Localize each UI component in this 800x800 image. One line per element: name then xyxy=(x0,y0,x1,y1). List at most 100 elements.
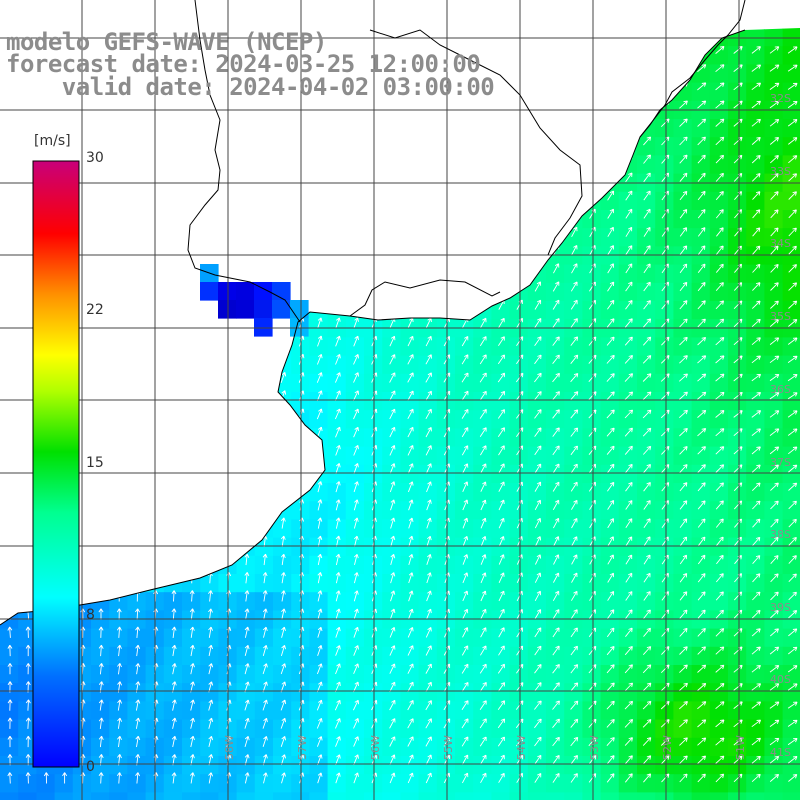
wind-arrow xyxy=(171,663,177,675)
wind-arrow xyxy=(607,263,614,274)
latitude-label: 36S xyxy=(770,383,791,396)
wind-cell xyxy=(0,701,19,721)
wind-arrow xyxy=(479,336,487,347)
wind-arrow xyxy=(317,572,323,584)
wind-cell xyxy=(18,610,37,630)
wind-arrow xyxy=(697,591,706,601)
wind-cell xyxy=(455,683,474,702)
wind-cell xyxy=(728,646,747,666)
wind-arrow xyxy=(624,427,633,437)
wind-cell xyxy=(782,46,800,65)
wind-cell xyxy=(728,119,747,138)
wind-cell xyxy=(564,246,583,266)
wind-arrow xyxy=(534,336,542,346)
wind-cell xyxy=(345,537,365,557)
wind-cell xyxy=(582,701,602,721)
wind-arrow xyxy=(425,754,432,765)
wind-arrow xyxy=(25,735,31,748)
wind-cell xyxy=(764,392,784,411)
wind-cell xyxy=(18,665,37,684)
wind-cell xyxy=(273,646,292,666)
wind-arrow xyxy=(389,481,396,493)
wind-arrow xyxy=(389,718,396,729)
wind-cell xyxy=(637,555,656,575)
wind-cell xyxy=(364,555,383,575)
wind-cell xyxy=(382,483,401,502)
wind-arrow xyxy=(769,737,780,746)
wind-arrow xyxy=(787,701,798,709)
wind-arrow xyxy=(498,590,505,602)
wind-arrow xyxy=(606,755,615,765)
wind-arrow xyxy=(353,499,359,511)
wind-cell xyxy=(200,683,219,702)
wind-cell xyxy=(746,46,765,65)
wind-cell xyxy=(400,410,420,429)
wind-cell xyxy=(345,355,365,375)
wind-arrow xyxy=(715,609,724,619)
wind-cell xyxy=(400,737,420,757)
wind-cell xyxy=(764,501,784,520)
wind-arrow xyxy=(606,318,615,328)
wind-cell xyxy=(400,537,420,557)
wind-cell xyxy=(564,464,583,484)
wind-cell xyxy=(273,737,292,757)
wind-arrow xyxy=(697,446,706,455)
wind-cell xyxy=(509,610,529,630)
wind-arrow xyxy=(570,299,578,310)
wind-cell xyxy=(618,519,638,539)
wind-cell xyxy=(673,501,693,520)
wind-arrow xyxy=(262,681,268,693)
wind-cell xyxy=(709,246,729,266)
wind-cell xyxy=(491,592,511,611)
wind-cell xyxy=(728,610,747,630)
wind-cell xyxy=(655,792,674,800)
wind-cell xyxy=(655,264,674,284)
wind-arrow xyxy=(317,317,323,329)
wind-arrow xyxy=(715,628,725,637)
wind-cell xyxy=(782,64,800,84)
wind-cell xyxy=(473,464,492,484)
wind-arrow xyxy=(262,663,268,675)
wind-arrow xyxy=(461,700,469,711)
wind-arrow xyxy=(607,590,615,601)
wind-arrow xyxy=(498,463,505,474)
wind-cell xyxy=(655,319,674,338)
wind-arrow xyxy=(788,518,797,528)
wind-cell xyxy=(327,719,347,739)
wind-cell xyxy=(509,537,529,557)
wind-arrow xyxy=(715,646,725,655)
wind-cell xyxy=(746,64,765,84)
wind-cell xyxy=(600,756,620,775)
wind-arrow xyxy=(389,335,396,347)
wind-arrow xyxy=(679,355,688,364)
wind-cell xyxy=(309,410,329,429)
wind-cell xyxy=(109,683,128,702)
wind-cell xyxy=(273,537,292,557)
wind-cell xyxy=(709,483,729,502)
wind-cell xyxy=(200,737,219,757)
wind-cell xyxy=(691,155,711,175)
wind-arrow xyxy=(770,173,779,182)
wind-arrow xyxy=(571,263,578,274)
wind-cell xyxy=(582,355,602,375)
wind-arrow xyxy=(281,590,286,602)
wind-arrow xyxy=(389,699,396,711)
wind-cell xyxy=(473,537,492,557)
wind-cell xyxy=(582,792,602,800)
wind-arrow xyxy=(408,572,414,584)
wind-arrow xyxy=(389,354,396,365)
wind-arrow xyxy=(461,736,469,747)
wind-cell xyxy=(673,319,693,338)
wind-arrow xyxy=(208,663,214,675)
wind-arrow xyxy=(317,754,323,766)
wind-cell xyxy=(691,191,711,211)
wind-cell xyxy=(418,592,438,611)
wind-cell xyxy=(436,628,456,648)
wind-cell xyxy=(691,82,711,102)
wind-cell xyxy=(400,337,420,357)
wind-arrow xyxy=(334,681,341,693)
wind-cell xyxy=(273,592,292,611)
wind-arrow xyxy=(770,518,779,528)
wind-arrow xyxy=(697,409,707,418)
wind-arrow xyxy=(461,445,469,456)
